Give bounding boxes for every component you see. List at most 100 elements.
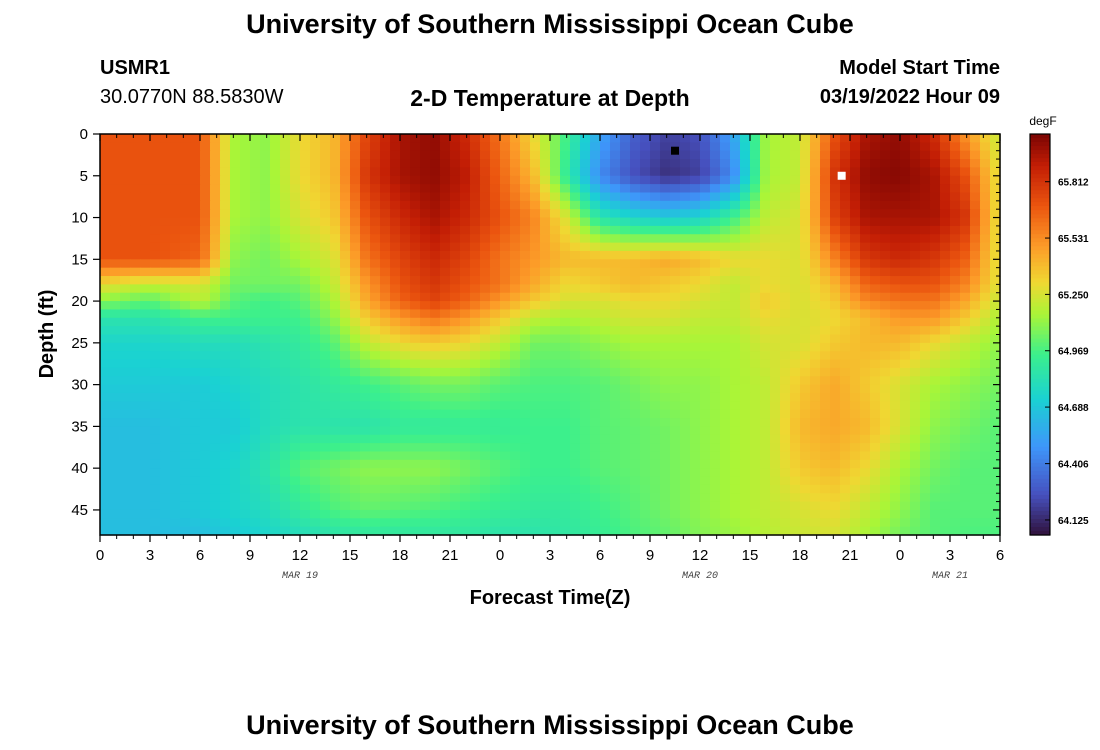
heatmap-cell (310, 167, 321, 177)
heatmap-cell (410, 401, 421, 411)
heatmap-cell (940, 342, 951, 352)
heatmap-cell (930, 200, 941, 210)
heatmap-cell (570, 259, 581, 269)
heatmap-cell (390, 443, 401, 453)
heatmap-cell (130, 159, 141, 169)
heatmap-cell (430, 242, 441, 252)
heatmap-cell (140, 217, 151, 227)
heatmap-cell (310, 409, 321, 419)
heatmap-cell (680, 317, 691, 327)
heatmap-cell (570, 518, 581, 528)
heatmap-cell (780, 342, 791, 352)
heatmap-cell (310, 292, 321, 302)
heatmap-cell (540, 451, 551, 461)
heatmap-cell (210, 134, 221, 143)
heatmap-cell (930, 392, 941, 402)
heatmap-cell (360, 409, 371, 419)
heatmap-cell (860, 234, 871, 244)
min-marker (671, 146, 679, 155)
heatmap-cell (690, 242, 701, 252)
heatmap-cell (640, 200, 651, 210)
heatmap-cell (920, 509, 931, 519)
heatmap-cell (350, 426, 361, 436)
heatmap-cell (710, 418, 721, 427)
heatmap-cell (980, 276, 991, 285)
heatmap-cell (730, 418, 741, 427)
heatmap-cell (510, 526, 521, 536)
heatmap-cell (570, 493, 581, 503)
heatmap-cell (200, 150, 211, 160)
heatmap-cell (210, 159, 221, 169)
heatmap-cell (800, 234, 811, 244)
heatmap-cell (220, 434, 231, 444)
heatmap-cell (370, 342, 381, 352)
heatmap-cell (320, 476, 331, 486)
heatmap-cell (620, 334, 631, 344)
heatmap-cell (300, 326, 311, 336)
heatmap-cell (260, 267, 271, 277)
heatmap-cell (420, 142, 431, 152)
heatmap-cell (510, 175, 521, 185)
heatmap-cell (840, 142, 851, 152)
heatmap-cell (380, 384, 391, 394)
heatmap-cell (940, 209, 951, 219)
heatmap-cell (760, 518, 771, 528)
colorbar-segment (1030, 482, 1050, 488)
heatmap-cell (490, 184, 501, 194)
heatmap-cell (920, 359, 931, 369)
heatmap-cell (710, 159, 721, 169)
heatmap-cell (860, 493, 871, 503)
heatmap-cell (680, 200, 691, 210)
heatmap-cell (370, 426, 381, 436)
heatmap-cell (670, 359, 681, 369)
heatmap-cell (430, 192, 441, 202)
heatmap-cell (310, 526, 321, 536)
heatmap-cell (570, 351, 581, 361)
colorbar-segment (1030, 486, 1050, 492)
heatmap-cell (860, 451, 871, 461)
heatmap-cell (550, 175, 561, 185)
heatmap-cell (520, 351, 531, 361)
heatmap-cell (900, 367, 911, 377)
heatmap-cell (490, 342, 501, 352)
heatmap-cell (960, 367, 971, 377)
heatmap-cell (660, 509, 671, 519)
heatmap-cell (140, 376, 151, 386)
heatmap-cell (780, 518, 791, 528)
heatmap-cell (180, 526, 191, 536)
heatmap-cell (410, 418, 421, 427)
heatmap-cell (810, 317, 821, 327)
heatmap-cell (720, 351, 731, 361)
heatmap-cell (610, 418, 621, 427)
heatmap-cell (660, 409, 671, 419)
heatmap-cell (810, 384, 821, 394)
heatmap-cell (940, 150, 951, 160)
heatmap-cell (330, 451, 341, 461)
heatmap-cell (280, 309, 291, 319)
heatmap-cell (760, 526, 771, 536)
heatmap-cell (690, 217, 701, 227)
heatmap-cell (930, 175, 941, 185)
heatmap-cell (170, 443, 181, 453)
heatmap-cell (600, 351, 611, 361)
heatmap-cell (370, 234, 381, 244)
heatmap-cell (870, 392, 881, 402)
heatmap-cell (780, 301, 791, 311)
heatmap-cell (340, 225, 351, 235)
heatmap-cell (590, 443, 601, 453)
heatmap-cell (490, 200, 501, 210)
heatmap-cell (350, 351, 361, 361)
heatmap-cell (630, 309, 641, 319)
heatmap-cell (430, 501, 441, 511)
heatmap-cell (160, 142, 171, 152)
heatmap-cell (210, 484, 221, 494)
heatmap-cell (690, 351, 701, 361)
heatmap-cell (970, 142, 981, 152)
heatmap-cell (130, 217, 141, 227)
heatmap-cell (890, 434, 901, 444)
heatmap-cell (870, 409, 881, 419)
heatmap-cell (720, 259, 731, 269)
heatmap-cell (310, 225, 321, 235)
heatmap-cell (700, 418, 711, 427)
